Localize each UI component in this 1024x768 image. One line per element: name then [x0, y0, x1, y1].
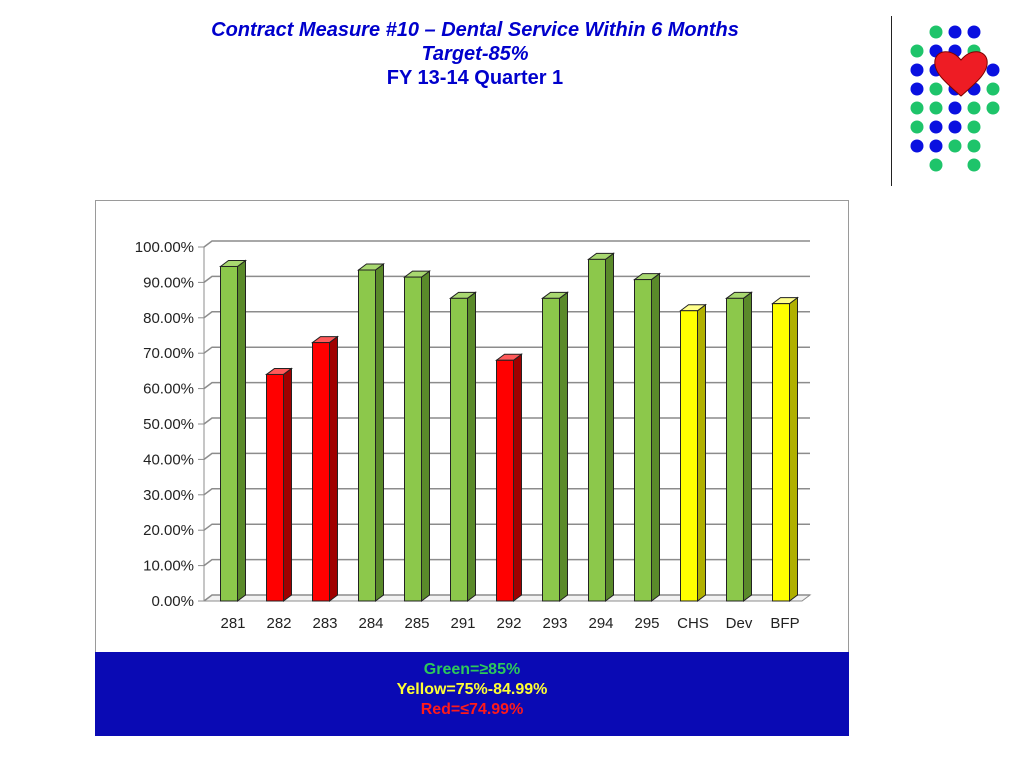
x-tick-label: CHS — [677, 615, 709, 632]
bar — [542, 297, 560, 602]
bar-side — [421, 270, 430, 602]
title-block: Contract Measure #10 – Dental Service Wi… — [60, 18, 890, 90]
logo-dot — [948, 120, 962, 134]
bar-side — [651, 272, 660, 602]
logo-dot — [929, 25, 943, 39]
bar — [266, 373, 284, 602]
bar-side — [329, 335, 338, 602]
x-tick-label: 285 — [404, 615, 429, 632]
x-tick-label: 293 — [542, 615, 567, 632]
bar-side — [697, 303, 706, 602]
x-tick-label: 283 — [312, 615, 337, 632]
bar — [680, 310, 698, 602]
logo-dot — [986, 82, 1000, 96]
bar-side — [743, 291, 752, 602]
logo-dot — [929, 158, 943, 172]
y-tick-label: 100.00% — [135, 239, 194, 256]
logo-dot — [948, 25, 962, 39]
bar-side — [513, 353, 522, 602]
logo-dot — [910, 139, 924, 153]
bar — [634, 279, 652, 602]
gridline — [203, 275, 810, 284]
bar — [726, 297, 744, 602]
bar-side — [559, 291, 568, 602]
bar — [358, 269, 376, 602]
bar — [772, 303, 790, 602]
x-tick-label: 291 — [450, 615, 475, 632]
logo-dot — [967, 139, 981, 153]
bar — [312, 342, 330, 602]
gridline — [203, 311, 810, 319]
logo-dot — [910, 101, 924, 115]
y-tick-label: 80.00% — [143, 310, 194, 327]
y-tick-label: 60.00% — [143, 381, 194, 398]
period-subtitle: FY 13-14 Quarter 1 — [386, 67, 564, 89]
bar — [404, 276, 422, 602]
y-tick-label: 50.00% — [143, 416, 194, 433]
heart-dots-logo-icon — [910, 25, 1000, 172]
x-tick-label: 295 — [634, 615, 659, 632]
color-legend: Green=≥85% Yellow=75%-84.99% Red=≤74.99% — [95, 652, 849, 736]
x-tick-label: 292 — [496, 615, 521, 632]
legend-yellow: Yellow=75%-84.99% — [396, 681, 548, 698]
logo-dot — [986, 63, 1000, 77]
logo-dot — [948, 139, 962, 153]
x-tick-label: BFP — [770, 615, 799, 632]
legend-green: Green=≥85% — [423, 661, 521, 678]
logo-dot — [967, 25, 981, 39]
chart-area: 0.00% 10.00% 20.00% 30.00% 40.00% 50.00% 60.00… — [95, 200, 849, 654]
logo-dot — [967, 101, 981, 115]
bar-chart: 0.00% 10.00% 20.00% 30.00% 40.00% 50.00% 60.00… — [135, 239, 812, 632]
gridline — [203, 240, 810, 248]
y-tick-label: 10.00% — [143, 558, 194, 575]
logo-dot — [929, 120, 943, 134]
x-tick-label: 284 — [358, 615, 383, 632]
x-tick-label: 294 — [588, 615, 613, 632]
y-tick-label: 20.00% — [143, 522, 194, 539]
y-tick-label: 40.00% — [143, 451, 194, 468]
x-tick-label: Dev — [726, 615, 753, 632]
bar-side — [467, 291, 476, 602]
logo-dot — [910, 120, 924, 134]
logo-dot — [910, 44, 924, 58]
logo-dot — [910, 82, 924, 96]
bar-side — [237, 259, 246, 602]
logo-dot — [929, 82, 943, 96]
y-tick-label: 30.00% — [143, 487, 194, 504]
logo-dot — [929, 139, 943, 153]
legend-red: Red=≤74.99% — [420, 701, 524, 718]
bar-side — [605, 252, 614, 602]
bar — [450, 297, 468, 602]
y-tick-label: 90.00% — [143, 274, 194, 291]
logo-dot — [967, 158, 981, 172]
chart-title: Contract Measure #10 – Dental Service Wi… — [211, 19, 739, 41]
gridline — [203, 346, 810, 354]
logo-dot — [910, 63, 924, 77]
logo-dot — [948, 101, 962, 115]
x-tick-label: 282 — [266, 615, 291, 632]
logo-dot — [967, 120, 981, 134]
heart-icon — [934, 51, 988, 97]
y-tick-label: 70.00% — [143, 345, 194, 362]
bar — [588, 258, 606, 602]
y-tick-label: 0.00% — [151, 593, 194, 610]
x-tick-label: 281 — [220, 615, 245, 632]
bar-side — [789, 296, 798, 602]
bar-side — [375, 263, 384, 602]
logo-dot — [929, 101, 943, 115]
logo-dot — [986, 101, 1000, 115]
bar — [496, 359, 514, 602]
bar — [220, 265, 238, 602]
header-divider — [891, 16, 892, 186]
bar-side — [283, 367, 292, 602]
target-subtitle: Target-85% — [421, 43, 529, 65]
